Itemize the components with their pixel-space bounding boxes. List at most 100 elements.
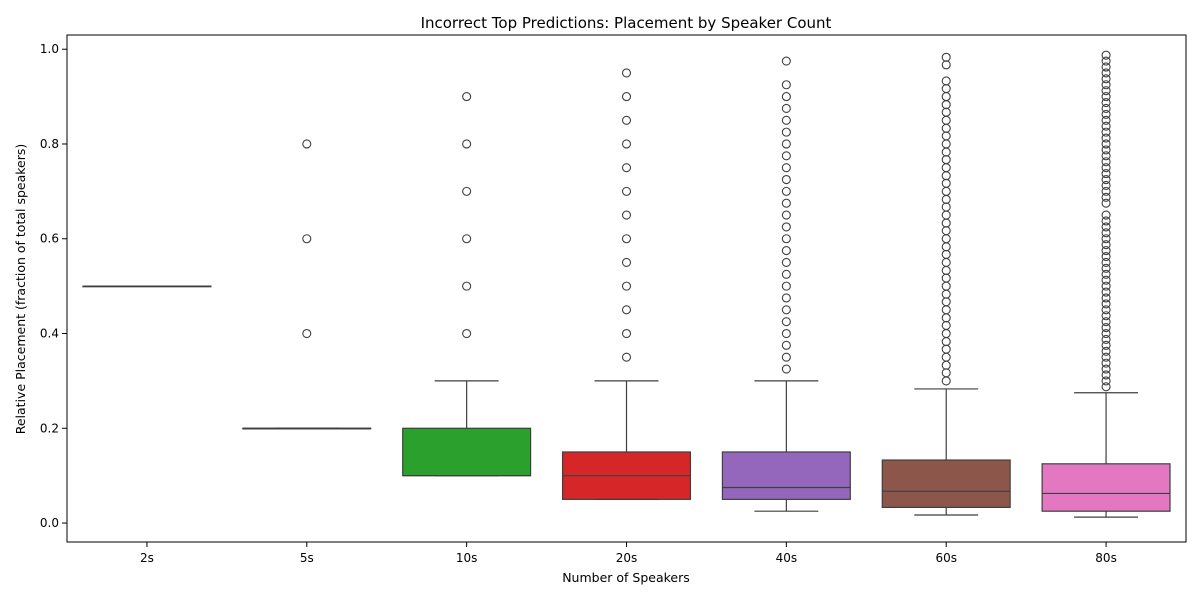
box-group-20s [561,68,692,500]
outlier-point [1101,246,1111,256]
outlier-point [1101,127,1111,137]
outlier-point [1101,50,1111,60]
outlier-point [621,257,632,267]
outlier-point [781,328,791,339]
outlier-point [1101,62,1111,72]
x-tick-label: 80s [1095,551,1117,565]
box-group-60s [881,52,1011,516]
axes: 0.0 0.2 0.4 0.6 0.8 1.0 2s 5s 10s 20s 40s 60s 80s [40,42,1117,565]
outlier-point [1101,151,1111,161]
outlier-point [941,123,951,133]
outlier-point [1101,334,1111,344]
y-tick-label: 1.0 [40,42,59,56]
outlier-point [941,107,951,117]
box-40s [721,451,851,500]
outlier-point [781,139,791,149]
plot-area [82,50,1171,518]
outlier-point [1101,216,1111,226]
box-group-2s [82,285,212,288]
y-tick-label: 0.2 [40,421,59,435]
y-tick-label: 0.6 [40,232,59,246]
outlier-point [462,281,472,291]
outlier-point [1101,346,1111,356]
box-group-10s [402,92,532,477]
x-axis-label: Number of Speakers [562,570,690,585]
outlier-point [1101,186,1111,196]
x-tick-label: 10s [456,551,478,565]
x-tick-label: 5s [300,551,314,565]
x-tick-label: 2s [140,551,154,565]
outlier-point [1101,97,1111,108]
box-group-5s [242,139,372,430]
y-tick-label: 0.4 [40,327,59,341]
outlier-point [781,222,791,232]
outlier-point [462,139,472,149]
box-80s [1041,463,1171,512]
outlier-point [1101,222,1111,232]
outlier-point [1101,281,1111,291]
outlier-point [621,92,632,102]
outlier-point [941,242,951,252]
outlier-point [1101,121,1111,131]
outlier-point [1101,115,1111,125]
y-tick-label: 0.0 [40,516,59,530]
outlier-point [941,60,951,70]
outlier-point [1101,370,1111,380]
outlier-point [1101,157,1111,167]
outlier-point [1101,145,1111,155]
outlier-point [1101,74,1111,84]
outlier-point [941,234,951,244]
outlier-point [941,155,951,165]
box-10s [402,427,532,477]
outlier-point [941,337,951,347]
outlier-point [1101,311,1111,321]
outlier-point [941,281,951,291]
outlier-point [1101,163,1111,173]
outlier-point [941,202,951,212]
outlier-point [941,52,951,62]
outlier-point [1101,305,1111,315]
outlier-point [781,92,791,102]
x-tick-label: 40s [776,551,798,565]
outlier-point [1101,352,1111,362]
outlier-point [1101,80,1111,90]
outlier-point [1101,109,1111,119]
outlier-point [1101,240,1111,250]
outlier-point [1101,234,1111,244]
outlier-point [781,269,791,279]
outlier-point [1101,56,1111,66]
outlier-point [1101,198,1111,208]
outlier-point [781,281,791,291]
outlier-point [941,257,951,267]
x-tick-label: 20s [616,551,638,565]
outlier-point [621,68,632,78]
outlier-point [1101,287,1111,297]
outlier-point [1101,376,1111,386]
outlier-point [462,92,472,102]
outlier-point [941,76,951,86]
outlier-point [621,234,632,244]
outlier-point [941,226,951,236]
outlier-point [781,257,791,267]
outlier-point [781,174,791,185]
outlier-point [1101,358,1111,368]
outlier-point [1101,293,1111,303]
outlier-point [781,56,791,66]
outlier-point [462,234,472,244]
outlier-point [941,320,951,331]
outlier-point [781,127,791,137]
outlier-point [941,178,951,188]
outlier-point [1101,174,1111,185]
outlier-point [621,115,632,125]
outlier-point [302,234,312,244]
outlier-point [941,186,951,196]
outlier-point [941,218,951,228]
outlier-point [1101,68,1111,78]
outlier-point [1101,251,1111,262]
outlier-point [941,92,951,102]
outlier-point [941,194,951,204]
outlier-point [621,328,632,339]
outlier-point [1101,323,1111,333]
outlier-point [941,313,951,323]
outlier-point [781,163,791,173]
